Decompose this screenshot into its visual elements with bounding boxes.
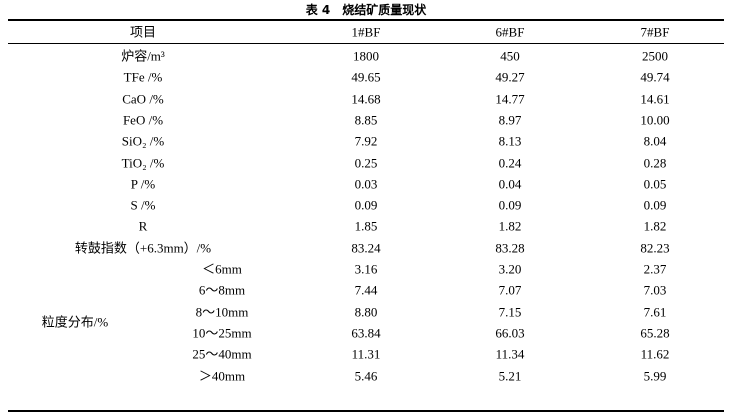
cell: 83.24 — [351, 240, 381, 256]
cell: 3.20 — [498, 261, 522, 277]
cell: 11.31 — [351, 346, 381, 362]
cell: 7.92 — [354, 133, 378, 149]
row-label: TiO₂ /% — [121, 155, 165, 170]
cell: 49.74 — [640, 69, 670, 85]
cell: 0.28 — [643, 155, 667, 170]
cell: 83.28 — [495, 240, 525, 256]
cell: 8.13 — [498, 133, 522, 149]
sub-row-label: 25～40mm — [192, 346, 252, 362]
cell: 7.03 — [643, 282, 667, 298]
top-rule — [8, 19, 724, 21]
cell: 49.65 — [351, 69, 381, 85]
cell: 10.00 — [640, 112, 670, 128]
group-label: 粒度分布/% — [41, 314, 109, 330]
header-cell: 6#BF — [495, 24, 525, 40]
sub-row-label: 10～25mm — [192, 325, 252, 341]
row-label: SiO₂ /% — [121, 133, 165, 149]
cell: 0.03 — [354, 176, 378, 192]
sub-row-label: 8～10mm — [195, 304, 249, 320]
row-label: CaO /% — [122, 91, 164, 107]
cell: 2500 — [642, 48, 668, 64]
header-cell: 7#BF — [640, 24, 670, 40]
cell: 49.27 — [495, 69, 525, 85]
cell: 0.09 — [643, 197, 667, 213]
cell: 1800 — [353, 48, 379, 64]
cell: 7.07 — [498, 282, 522, 298]
header-cell: 1#BF — [351, 24, 381, 40]
header-rule — [8, 43, 724, 44]
sub-row-label: 6～8mm — [198, 282, 246, 298]
row-label: FeO /% — [122, 112, 164, 128]
cell: 8.04 — [643, 133, 667, 149]
header-cell: 项目 — [129, 24, 157, 40]
cell: 5.46 — [354, 368, 378, 383]
cell: 11.62 — [640, 346, 670, 362]
row-label: 转鼓指数（+6.3mm）/% — [74, 240, 212, 256]
cell: 11.34 — [495, 346, 525, 362]
cell: 0.04 — [498, 176, 522, 192]
cell: 450 — [500, 48, 520, 64]
cell: 14.77 — [495, 91, 525, 107]
table-title: 表 4 烧结矿质量现状 — [305, 3, 427, 17]
cell: 66.03 — [495, 325, 525, 341]
bottom-rule — [8, 410, 724, 412]
cell: 0.09 — [354, 197, 378, 213]
row-label: 炉容/m³ — [121, 48, 165, 64]
cell: 1.82 — [643, 218, 667, 234]
cell: 7.15 — [498, 304, 522, 320]
cell: 3.16 — [354, 261, 378, 277]
cell: 0.25 — [354, 155, 378, 170]
cell: 7.61 — [643, 304, 667, 320]
cell: 14.68 — [351, 91, 381, 107]
row-label: TFe /% — [123, 69, 163, 85]
sub-row-label: ＞40mm — [198, 368, 246, 383]
row-label: P /% — [130, 176, 156, 192]
cell: 7.44 — [354, 282, 378, 298]
row-label: S /% — [130, 197, 156, 213]
cell: 0.24 — [498, 155, 522, 170]
cell: 1.82 — [498, 218, 522, 234]
cell: 2.37 — [643, 261, 667, 277]
cell: 65.28 — [640, 325, 670, 341]
cell: 0.05 — [643, 176, 667, 192]
cell: 5.99 — [643, 368, 667, 383]
cell: 82.23 — [640, 240, 670, 256]
row-label: R — [138, 218, 148, 234]
cell: 8.85 — [354, 112, 378, 128]
sub-row-label: ＜6mm — [202, 261, 242, 277]
cell: 8.97 — [498, 112, 522, 128]
cell: 14.61 — [640, 91, 670, 107]
cell: 63.84 — [351, 325, 381, 341]
cell: 1.85 — [354, 218, 378, 234]
cell: 8.80 — [354, 304, 378, 320]
cell: 0.09 — [498, 197, 522, 213]
cell: 5.21 — [498, 368, 522, 383]
